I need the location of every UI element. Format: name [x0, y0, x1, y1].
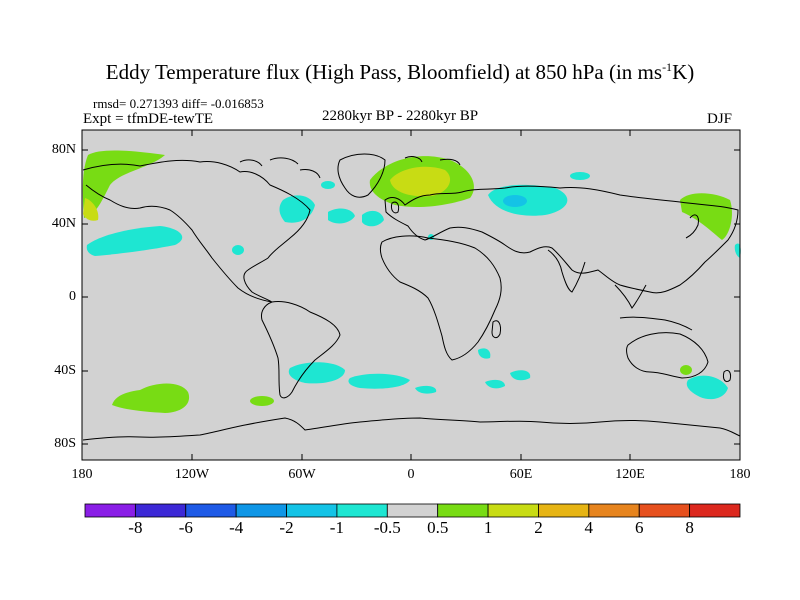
- patch-gulf-cyan: [232, 245, 244, 255]
- coast-british-isles: [391, 201, 400, 214]
- colorbar-box: [386, 503, 439, 518]
- colorbar-label: 8: [685, 518, 694, 537]
- patch-wpacific-cyan: [734, 243, 741, 258]
- colorbar-label: 4: [584, 518, 594, 537]
- patch-tasman-green: [680, 365, 692, 375]
- lat-label-40s: 40S: [54, 363, 76, 378]
- patch-npacific-cyan: [86, 226, 183, 256]
- patch-nordic-yellow: [390, 166, 451, 197]
- colorbar-label: -6: [178, 518, 193, 537]
- colorbar-box: [84, 503, 136, 518]
- colorbar-box: [588, 503, 640, 518]
- coast-antarctica: [82, 417, 741, 441]
- colorbar-label: -8: [128, 518, 143, 537]
- colorbar: [84, 503, 741, 518]
- colorbar-box: [235, 503, 287, 518]
- patch-satlantic-cyan-1: [288, 362, 345, 384]
- lon-label-60e: 60E: [509, 467, 533, 482]
- colorbar-box: [437, 503, 489, 518]
- colorbar-box: [538, 503, 590, 518]
- patch-natlantic-cyan-2: [328, 208, 355, 224]
- coast-svalbard: [404, 156, 461, 166]
- stats-line: rmsd= 0.271393 diff= -0.016853: [93, 96, 264, 111]
- patch-labrador-cyan: [321, 181, 335, 189]
- coast-madagascar: [491, 320, 501, 339]
- patch-spacific-green-small: [250, 396, 274, 406]
- coastlines: [82, 153, 741, 441]
- colorbar-label: -2: [279, 518, 294, 537]
- lon-label-180e: 180: [729, 467, 751, 482]
- coast-greenland: [337, 153, 386, 198]
- coast-indonesia: [619, 316, 693, 331]
- lat-label-40n: 40N: [51, 216, 76, 231]
- colorbar-box: [689, 503, 741, 518]
- coast-new-zealand: [723, 369, 731, 383]
- colorbar-box: [185, 503, 237, 518]
- patch-southern-cyan: [686, 375, 728, 400]
- patch-spacific-green: [112, 383, 190, 413]
- patch-natlantic-cyan-3: [362, 210, 384, 227]
- colorbar-label: 0.5: [427, 518, 449, 537]
- patch-satlantic-cyan-2: [348, 373, 410, 389]
- colorbar-label: 2: [534, 518, 543, 537]
- experiment-label: Expt = tfmDE-tewTE: [83, 111, 214, 127]
- coast-india: [547, 249, 586, 293]
- lat-label-80n: 80N: [51, 142, 76, 157]
- anomaly-patches: [82, 150, 741, 413]
- patch-sindian-cyan-1: [478, 348, 491, 359]
- coast-arctic-archipelago: [239, 157, 321, 179]
- patch-sindian-cyan-3: [510, 370, 531, 381]
- map-title: Eddy Temperature flux (High Pass, Bloomf…: [105, 60, 695, 84]
- lon-ticks: [191, 130, 631, 460]
- colorbar-label: 1: [483, 518, 493, 537]
- patch-eurasia-blue: [503, 195, 527, 207]
- coast-seasia: [614, 284, 647, 309]
- period-label: 2280kyr BP - 2280kyr BP: [321, 108, 479, 124]
- colorbar-label: -4: [229, 518, 244, 537]
- patch-eurasia-cyan: [488, 184, 568, 216]
- colorbar-label: 6: [634, 518, 644, 537]
- lon-label-60w: 60W: [288, 467, 316, 482]
- patch-okhotsk-cyan: [570, 172, 590, 180]
- patch-bering-green: [82, 150, 165, 218]
- patch-neasia-green: [680, 193, 733, 240]
- coast-eurasia: [384, 185, 739, 294]
- lon-label-120e: 120E: [615, 467, 645, 482]
- patch-sindian-cyan-2: [485, 379, 505, 389]
- lon-label-0: 0: [407, 467, 415, 482]
- colorbar-box: [638, 503, 691, 518]
- lat-ticks: [82, 149, 740, 445]
- patch-sindian-cyan-4: [415, 385, 437, 394]
- coast-south-america: [261, 301, 341, 399]
- coast-japan: [685, 214, 699, 239]
- lon-label-120w: 120W: [174, 467, 210, 482]
- colorbar-box: [487, 503, 539, 518]
- colorbar-label: -0.5: [373, 518, 401, 537]
- colorbar-label: -1: [329, 518, 344, 537]
- lat-label-0: 0: [69, 289, 76, 304]
- colorbar-box: [134, 503, 187, 518]
- coast-australia: [626, 332, 709, 379]
- colorbar-box: [336, 503, 388, 518]
- lon-label-180w: 180: [71, 467, 93, 482]
- lat-label-80s: 80S: [54, 436, 76, 451]
- patch-natlantic-cyan-1: [279, 195, 315, 223]
- colorbar-box: [286, 503, 338, 518]
- patch-bering-yellow: [83, 198, 99, 221]
- coast-africa: [380, 235, 502, 361]
- coast-north-america: [82, 159, 311, 303]
- season-label: DJF: [707, 111, 733, 127]
